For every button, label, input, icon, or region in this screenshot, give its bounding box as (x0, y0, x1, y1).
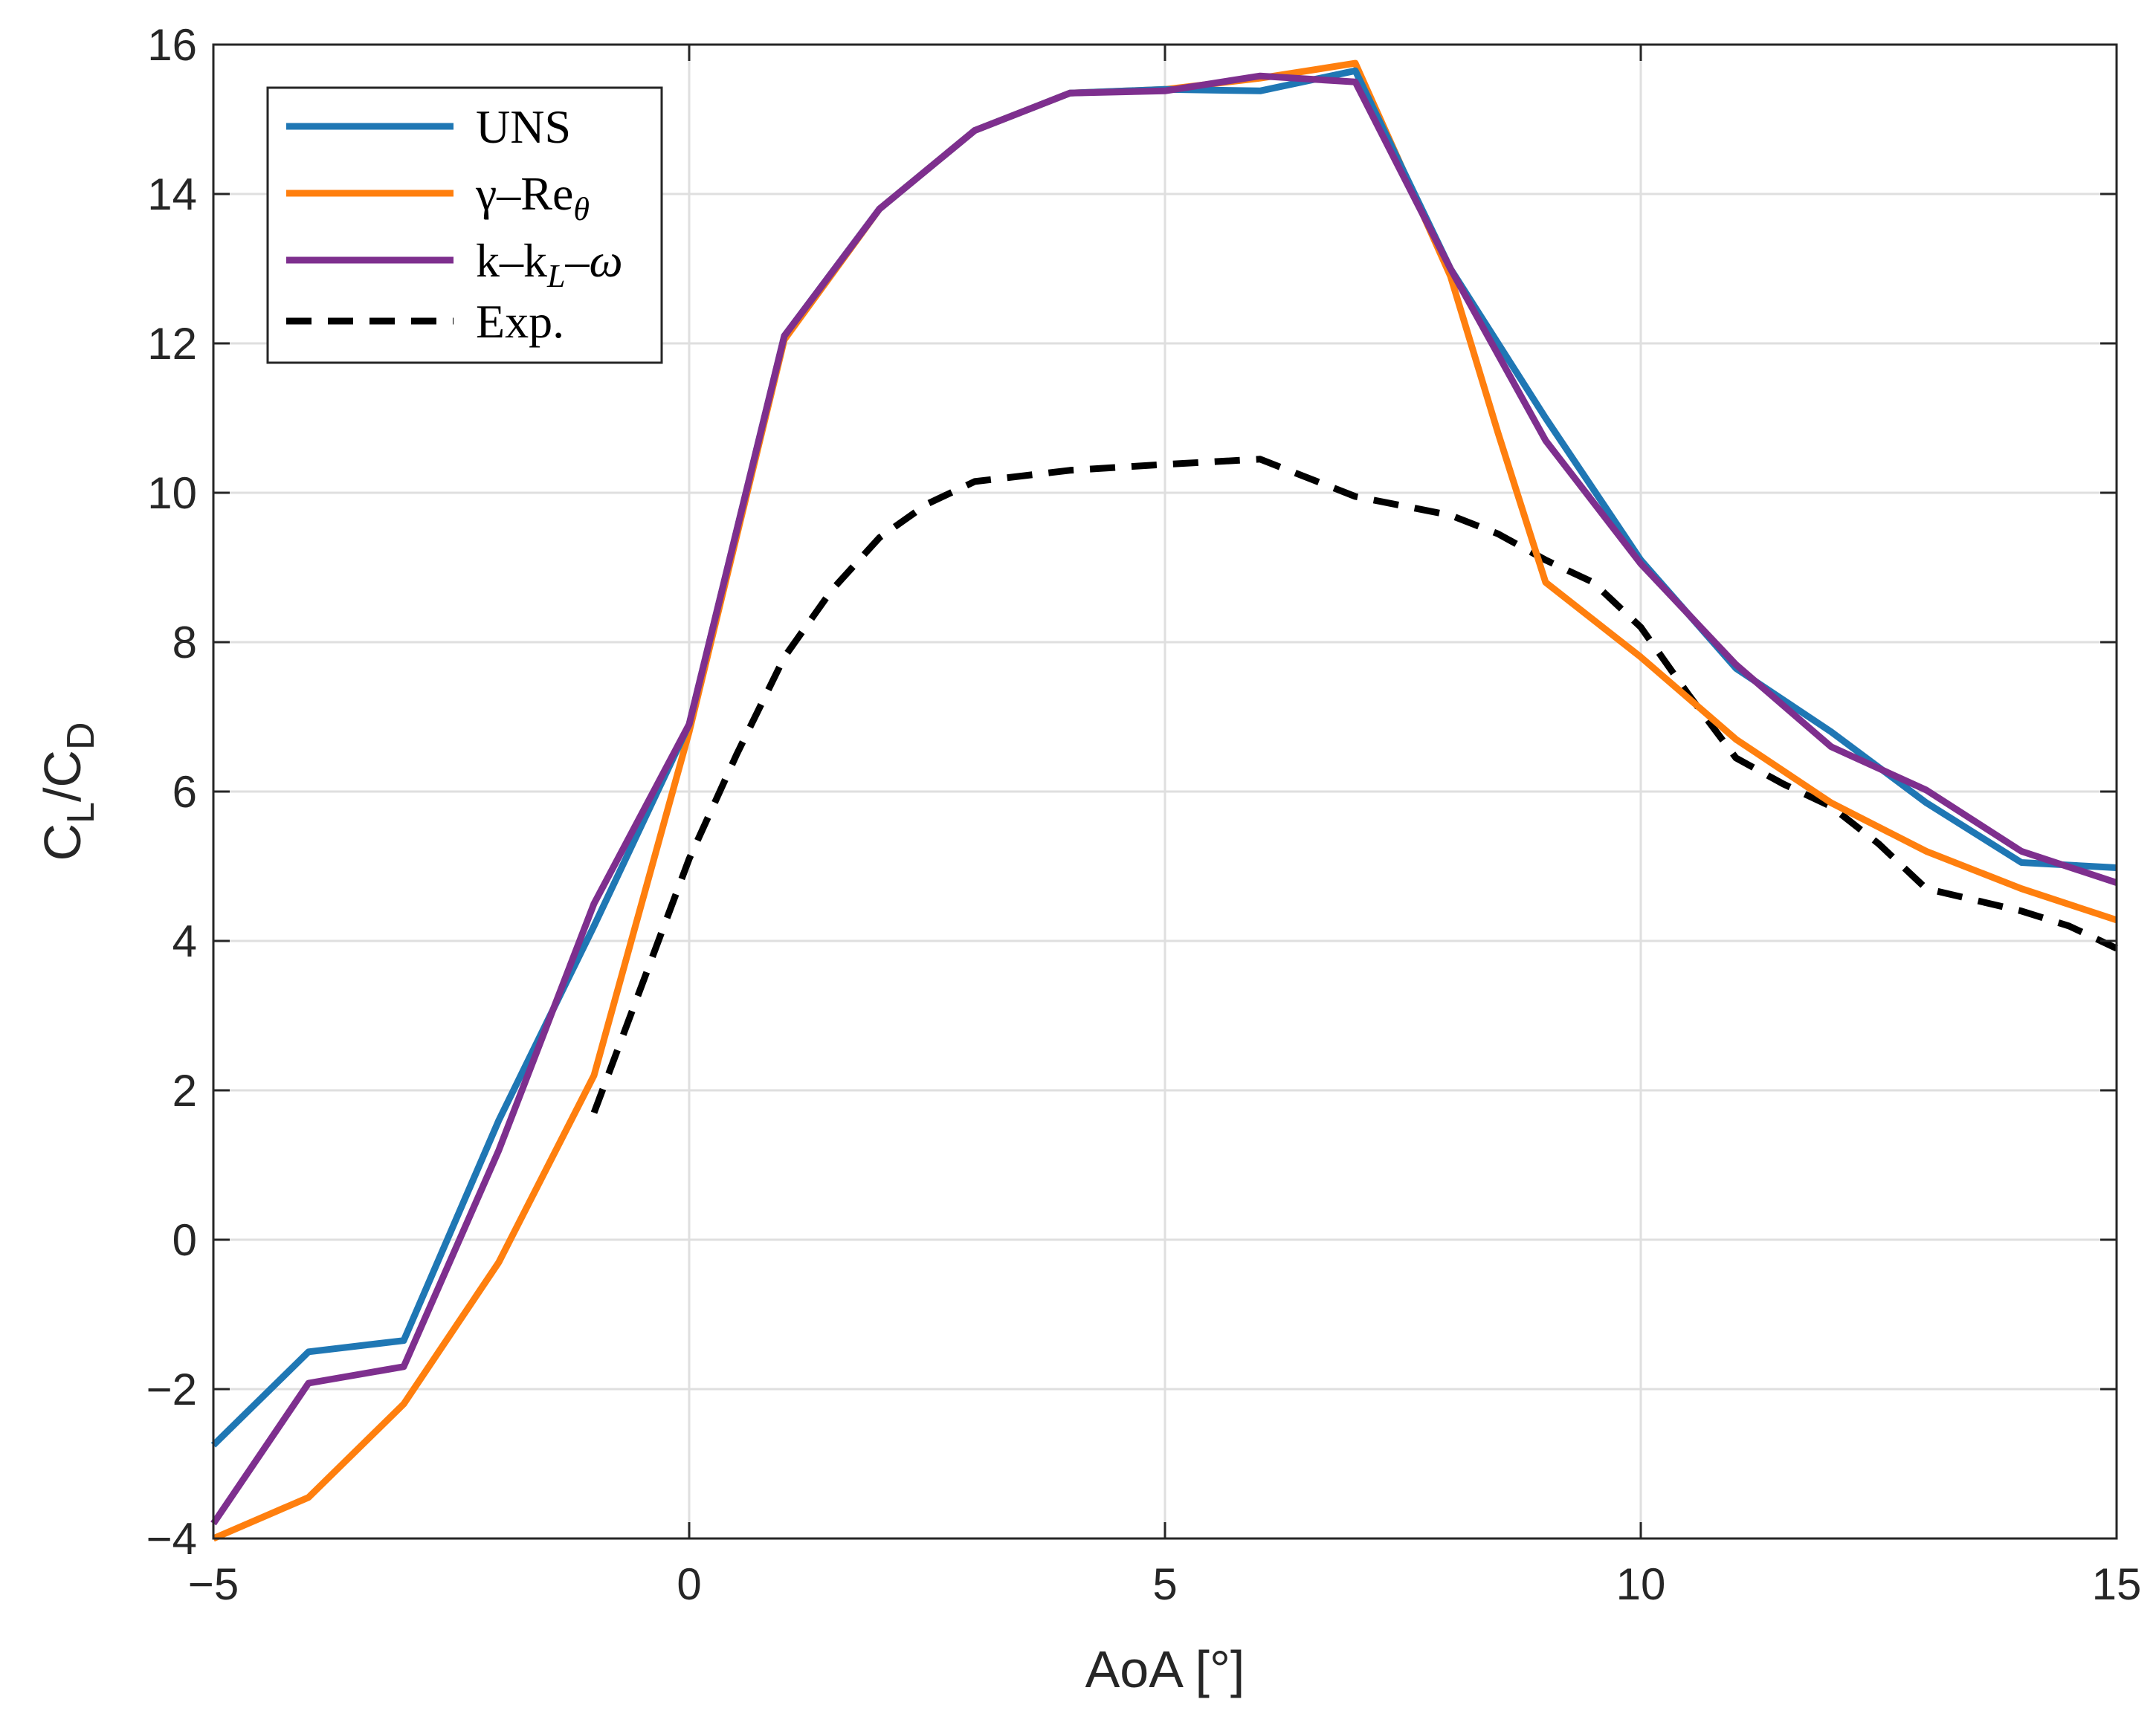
y-label-slash: /C (33, 750, 91, 802)
y-tick-label-8: 12 (147, 319, 197, 369)
x-axis-label: AoA [°] (1085, 1640, 1245, 1698)
legend-label-gamma-re-main: γ–Re (475, 167, 573, 220)
y-axis-label: CL/CD (33, 722, 103, 861)
legend-label-exp: Exp. (476, 295, 564, 348)
x-tick-label-0: −5 (188, 1559, 239, 1609)
y-tick-label-9: 14 (147, 169, 197, 219)
series-line-exp (590, 456, 2118, 1114)
y-tick-label-7: 10 (147, 468, 197, 518)
x-tick-label-2: 5 (1152, 1559, 1177, 1609)
legend: UNS γ–Reθ k–kL–ω Exp. (266, 86, 663, 364)
axis-ticks (212, 43, 2118, 1540)
legend-label-uns: UNS (476, 100, 571, 153)
y-tick-label-2: 0 (172, 1215, 197, 1265)
x-tick-label-3: 10 (1616, 1559, 1666, 1609)
y-tick-label-3: 2 (172, 1066, 197, 1116)
legend-box (266, 86, 663, 364)
legend-label-k-kl-omega-main: k–k (476, 234, 547, 287)
y-tick-label-0: −4 (146, 1514, 197, 1564)
legend-label-k-kl-omega: k–kL–ω (476, 234, 623, 294)
x-tick-label-1: 0 (677, 1559, 701, 1609)
plot-series (210, 59, 2118, 1542)
y-label-base: C (33, 824, 91, 861)
y-tick-label-10: 16 (147, 20, 197, 70)
axis-tick-labels: −5 0 5 10 15 −4 −2 0 2 4 6 8 10 12 14 16 (146, 20, 2142, 1609)
legend-label-k-kl-omega-sub: L (546, 258, 565, 294)
y-label-sub2: D (59, 722, 103, 750)
legend-label-k-kl-omega-tail: –ω (564, 234, 622, 287)
y-tick-label-6: 8 (172, 618, 197, 667)
y-label-sub1: L (59, 802, 103, 824)
y-tick-label-4: 4 (172, 916, 197, 966)
y-tick-label-1: −2 (146, 1365, 197, 1414)
grid (212, 43, 2118, 1540)
y-tick-label-5: 6 (172, 767, 197, 817)
series-line-k-kl-omega (210, 72, 2118, 1526)
legend-label-gamma-re: γ–Reθ (475, 167, 590, 227)
x-tick-label-4: 15 (2092, 1559, 2142, 1609)
legend-label-gamma-re-sub: θ (573, 191, 590, 227)
